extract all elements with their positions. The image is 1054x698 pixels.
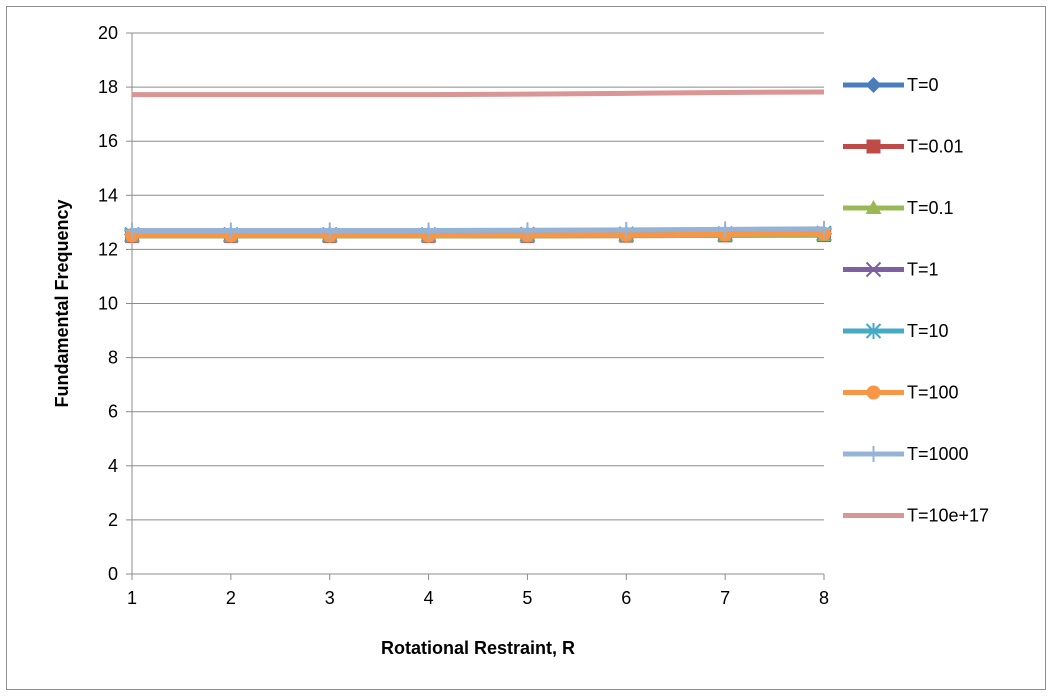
x-tick-label: 5 xyxy=(522,588,532,608)
series-line xyxy=(132,231,825,238)
legend-marker xyxy=(865,323,882,339)
legend-item: T=0.01 xyxy=(843,137,964,157)
x-ticks: 1 2 3 4 5 6 7 8 xyxy=(127,574,829,608)
series-7 xyxy=(132,89,825,98)
legend-label: T=0 xyxy=(907,75,939,95)
legend-label: T=0.1 xyxy=(907,198,954,218)
legend-marker xyxy=(865,446,882,462)
data-point xyxy=(420,222,437,239)
series-6 xyxy=(124,220,832,239)
legend-marker xyxy=(865,200,882,214)
gridlines xyxy=(132,32,824,521)
series-line xyxy=(132,89,825,98)
data-point xyxy=(717,221,734,238)
x-tick-label: 7 xyxy=(720,588,730,608)
y-tick-label: 0 xyxy=(108,564,118,584)
legend-item: T=1 xyxy=(843,260,939,280)
legend-item: T=100 xyxy=(843,383,959,403)
x-tick-label: 2 xyxy=(226,588,236,608)
legend-marker xyxy=(865,77,882,93)
legend-item: T=10e+17 xyxy=(843,506,989,526)
legend-item: T=0 xyxy=(843,75,939,95)
legend-item: T=1000 xyxy=(843,444,969,464)
x-tick-label: 1 xyxy=(127,588,137,608)
legend-label: T=10 xyxy=(907,321,949,341)
chart-frame xyxy=(6,6,1046,690)
y-tick-label: 14 xyxy=(98,185,118,205)
legend-marker xyxy=(865,261,882,278)
x-tick-label: 8 xyxy=(819,588,829,608)
data-point xyxy=(124,222,140,239)
x-axis-title: Rotational Restraint, R xyxy=(381,638,575,658)
y-tick-label: 10 xyxy=(98,294,118,314)
series-line xyxy=(132,226,825,233)
y-tick-label: 18 xyxy=(98,77,118,97)
legend-label: T=1000 xyxy=(907,444,969,464)
y-tick-label: 6 xyxy=(108,402,118,422)
data-point xyxy=(816,220,832,237)
series-group xyxy=(124,89,832,243)
legend-item: T=0.1 xyxy=(843,198,954,218)
legend-marker xyxy=(866,385,881,400)
x-tick-label: 6 xyxy=(621,588,631,608)
y-tick-label: 12 xyxy=(98,239,118,259)
data-point xyxy=(222,222,239,239)
y-tick-label: 20 xyxy=(98,23,118,43)
y-tick-label: 8 xyxy=(108,348,118,368)
legend-marker xyxy=(866,139,881,154)
x-tick-label: 3 xyxy=(325,588,335,608)
data-point xyxy=(519,222,536,239)
x-tick-label: 4 xyxy=(424,588,434,608)
y-tick-label: 16 xyxy=(98,131,118,151)
legend-label: T=1 xyxy=(907,260,939,280)
legend-label: T=0.01 xyxy=(907,137,964,157)
legend-item: T=10 xyxy=(843,321,949,341)
y-axis-title: Fundamental Frequency xyxy=(52,199,72,407)
y-tick-label: 4 xyxy=(108,456,118,476)
legend-label: T=100 xyxy=(907,383,959,403)
y-ticks: 0 2 4 6 8 10 12 14 16 18 20 xyxy=(98,23,132,584)
legend-label: T=10e+17 xyxy=(907,506,989,526)
data-point xyxy=(321,222,338,239)
y-tick-label: 2 xyxy=(108,510,118,530)
legend: T=0 T=0.01 T=0.1 T=1 T=10 T=100 T=1000 T=10e+17 xyxy=(843,75,989,526)
data-point xyxy=(618,221,635,238)
